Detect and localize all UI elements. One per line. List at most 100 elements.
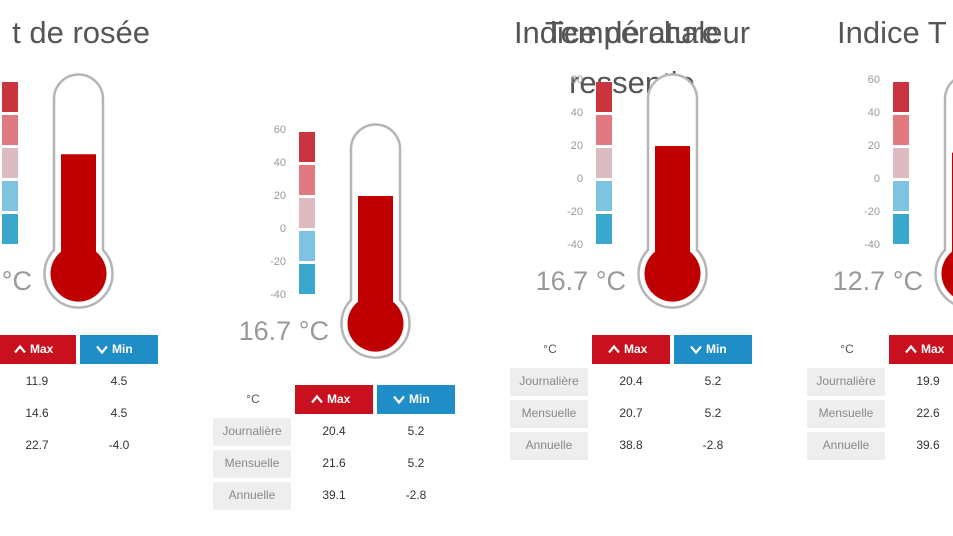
scale-segment [893,82,909,112]
thermometer-fill [655,146,690,262]
scale-label: 0 [280,223,286,235]
scale-segment [893,115,909,145]
widget-title: Température [545,15,719,50]
max-label: Max [30,342,54,356]
scale-label: 40 [274,157,286,169]
max-value: 39.1 [322,488,346,502]
max-value: 39.6 [916,438,940,452]
scale-label: 60 [868,74,880,86]
scale-label: -20 [567,206,583,218]
row-label-box [807,368,885,396]
min-value: 4.5 [111,406,128,420]
scale-segment [893,148,909,178]
row-label: Mensuelle [819,406,874,420]
min-value: -4.0 [109,438,130,452]
scale-label: -40 [270,289,286,301]
max-label: Max [624,342,648,356]
scale-segment [596,82,612,112]
row-label: Journalière [222,424,282,438]
row-label: Mensuelle [522,406,577,420]
row-label-box [213,482,291,510]
current-reading: °C [2,266,32,296]
current-reading: 12.7 °C [833,266,923,296]
widget-title: Indice T [837,15,947,50]
row-label-box [807,400,885,428]
row-label: Mensuelle [225,456,280,470]
widget-title: Indice de chaleur [514,15,750,50]
max-value: 20.4 [322,424,346,438]
scale-label: 40 [571,107,583,119]
max-value: 22.6 [916,406,940,420]
min-value: -2.8 [703,438,724,452]
min-header [80,335,158,364]
thermometer-outline [934,79,953,305]
min-label: Min [112,342,133,356]
row-label: Annuelle [229,488,276,502]
min-value: 5.2 [705,406,722,420]
scale-label: 20 [274,190,286,202]
thermometer-bulb [941,250,953,297]
chevron-icon [393,395,405,405]
row-label-box [510,432,588,460]
max-label: Max [921,342,945,356]
chevron-icon [14,344,26,354]
min-value: 4.5 [111,374,128,388]
widget: Indice T 60 40 20 0 -20 -40 12.7 °C °C Max Journal… [807,15,953,460]
scale-segment [596,214,612,244]
scale-segment [299,264,315,294]
chevron-icon [690,345,702,355]
current-reading: 16.7 °C [536,266,626,296]
row-label: Annuelle [823,438,870,452]
unit-header: °C [840,342,854,356]
row-label-box [510,368,588,396]
scale-label: -40 [864,239,880,251]
thermometer-bulb [347,295,404,352]
min-value: 5.2 [408,424,425,438]
min-header [377,385,455,414]
widget: Indice de chaleur 60 40 20 0 -20 -40 16.7 °C °C M… [510,15,752,460]
max-value: 22.7 [25,438,49,452]
scale-segment [596,181,612,211]
min-value: -2.8 [406,488,427,502]
scale-segment [596,115,612,145]
row-label: Journalière [519,374,579,388]
scale-segment [2,181,18,211]
scale-segment [2,115,18,145]
scale-segment [299,132,315,162]
thermometer-fill [358,196,393,312]
max-value: 20.4 [619,374,643,388]
scale-label: 60 [274,124,286,136]
widget-title: t de rosée [12,15,150,50]
max-header [295,385,373,414]
unit-header: °C [246,392,260,406]
row-label-box [213,418,291,446]
scale-label: 20 [571,140,583,152]
max-value: 38.8 [619,438,643,452]
max-value: 21.6 [322,456,346,470]
thermometer-fill [61,154,96,262]
max-header [592,335,670,364]
scale-segment [893,181,909,211]
max-header [0,335,76,364]
max-header [889,335,953,364]
max-label: Max [327,392,351,406]
scale-label: 0 [874,173,880,185]
min-value: 5.2 [705,374,722,388]
max-value: 20.7 [619,406,643,420]
row-label-box [807,432,885,460]
row-label-box [213,450,291,478]
scale-label: -20 [270,256,286,268]
scale-segment [893,214,909,244]
unit-header: °C [543,342,557,356]
row-label-box [510,400,588,428]
scale-segment [299,198,315,228]
min-label: Min [409,392,430,406]
min-value: 5.2 [408,456,425,470]
widget: t de rosée °C Max Min 11.9 4.5 14.6 4.5 22.7 -4.0 [0,15,158,452]
chevron-icon [608,344,620,354]
max-value: 11.9 [26,374,49,388]
scale-segment [2,82,18,112]
